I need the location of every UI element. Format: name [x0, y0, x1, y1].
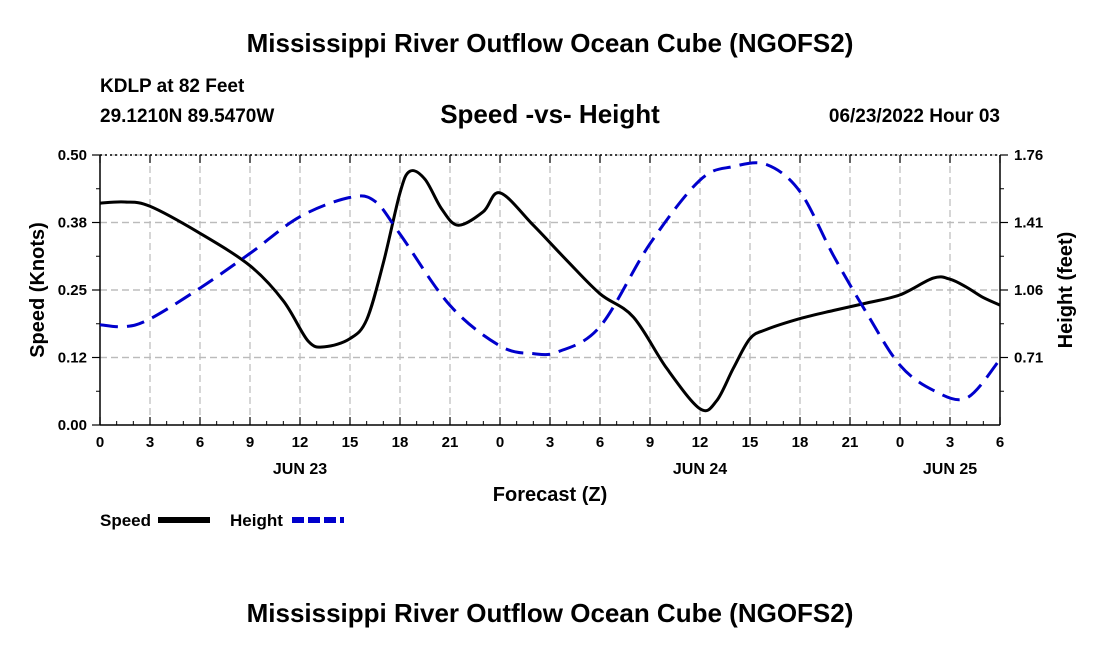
- y2-tick-label: 1.76: [1014, 147, 1043, 164]
- x-tick-label: 6: [996, 434, 1004, 451]
- legend-label-speed: Speed: [100, 511, 151, 530]
- y-tick-label: 0.12: [58, 350, 87, 367]
- x-tick-label: 21: [442, 434, 459, 451]
- height-series-line: [99, 161, 1002, 402]
- x-tick-label: 3: [946, 434, 954, 451]
- y-axis-title: Speed (Knots): [27, 222, 49, 358]
- legend-label-height: Height: [230, 511, 283, 530]
- x-tick-label: 18: [392, 434, 409, 451]
- x-tick-label: 0: [96, 434, 104, 451]
- y2-tick-label: 1.41: [1014, 215, 1043, 232]
- x-tick-label: 0: [896, 434, 904, 451]
- x-tick-label: 9: [246, 434, 254, 451]
- date-label: JUN 24: [673, 461, 727, 478]
- y-tick-label: 0.38: [58, 215, 87, 232]
- station-coordinates: 29.1210N 89.5470W: [100, 106, 275, 127]
- x-tick-label: 15: [342, 434, 359, 451]
- y2-axis-title: Height (feet): [1055, 232, 1077, 349]
- x-tick-label: 6: [596, 434, 604, 451]
- x-tick-label: 9: [646, 434, 654, 451]
- chart-main-title: Mississippi River Outflow Ocean Cube (NG…: [246, 28, 854, 58]
- y2-tick-label: 1.06: [1014, 282, 1043, 299]
- footer-title: Mississippi River Outflow Ocean Cube (NG…: [246, 598, 854, 628]
- forecast-timestamp: 06/23/2022 Hour 03: [828, 106, 1000, 127]
- chart-subtitle: Speed -vs- Height: [440, 99, 660, 129]
- speed-series-line: [99, 169, 1001, 413]
- x-axis-title: Forecast (Z): [493, 484, 607, 506]
- y-tick-label: 0.25: [58, 282, 87, 299]
- x-tick-label: 3: [146, 434, 154, 451]
- y-tick-label: 0.50: [58, 147, 87, 164]
- station-label: KDLP at 82 Feet: [100, 76, 245, 97]
- y-tick-label: 0.00: [58, 417, 87, 434]
- x-tick-label: 3: [546, 434, 554, 451]
- x-tick-label: 18: [792, 434, 809, 451]
- x-tick-label: 15: [742, 434, 759, 451]
- date-label: JUN 23: [273, 461, 327, 478]
- x-tick-label: 6: [196, 434, 204, 451]
- x-tick-label: 0: [496, 434, 504, 451]
- date-label: JUN 25: [923, 461, 977, 478]
- x-tick-label: 21: [842, 434, 859, 451]
- x-tick-label: 12: [692, 434, 709, 451]
- x-tick-label: 12: [292, 434, 309, 451]
- y2-tick-label: 0.71: [1014, 350, 1043, 367]
